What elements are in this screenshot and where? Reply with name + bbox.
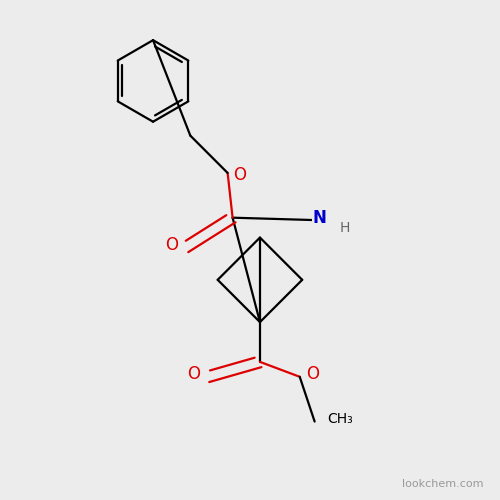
Text: lookchem.com: lookchem.com [402,478,483,488]
Text: O: O [188,366,200,384]
Text: O: O [234,166,246,184]
Text: H: H [340,220,349,234]
Text: N: N [312,208,326,226]
Text: O: O [165,236,178,254]
Text: CH₃: CH₃ [327,412,353,426]
Text: O: O [306,366,318,384]
